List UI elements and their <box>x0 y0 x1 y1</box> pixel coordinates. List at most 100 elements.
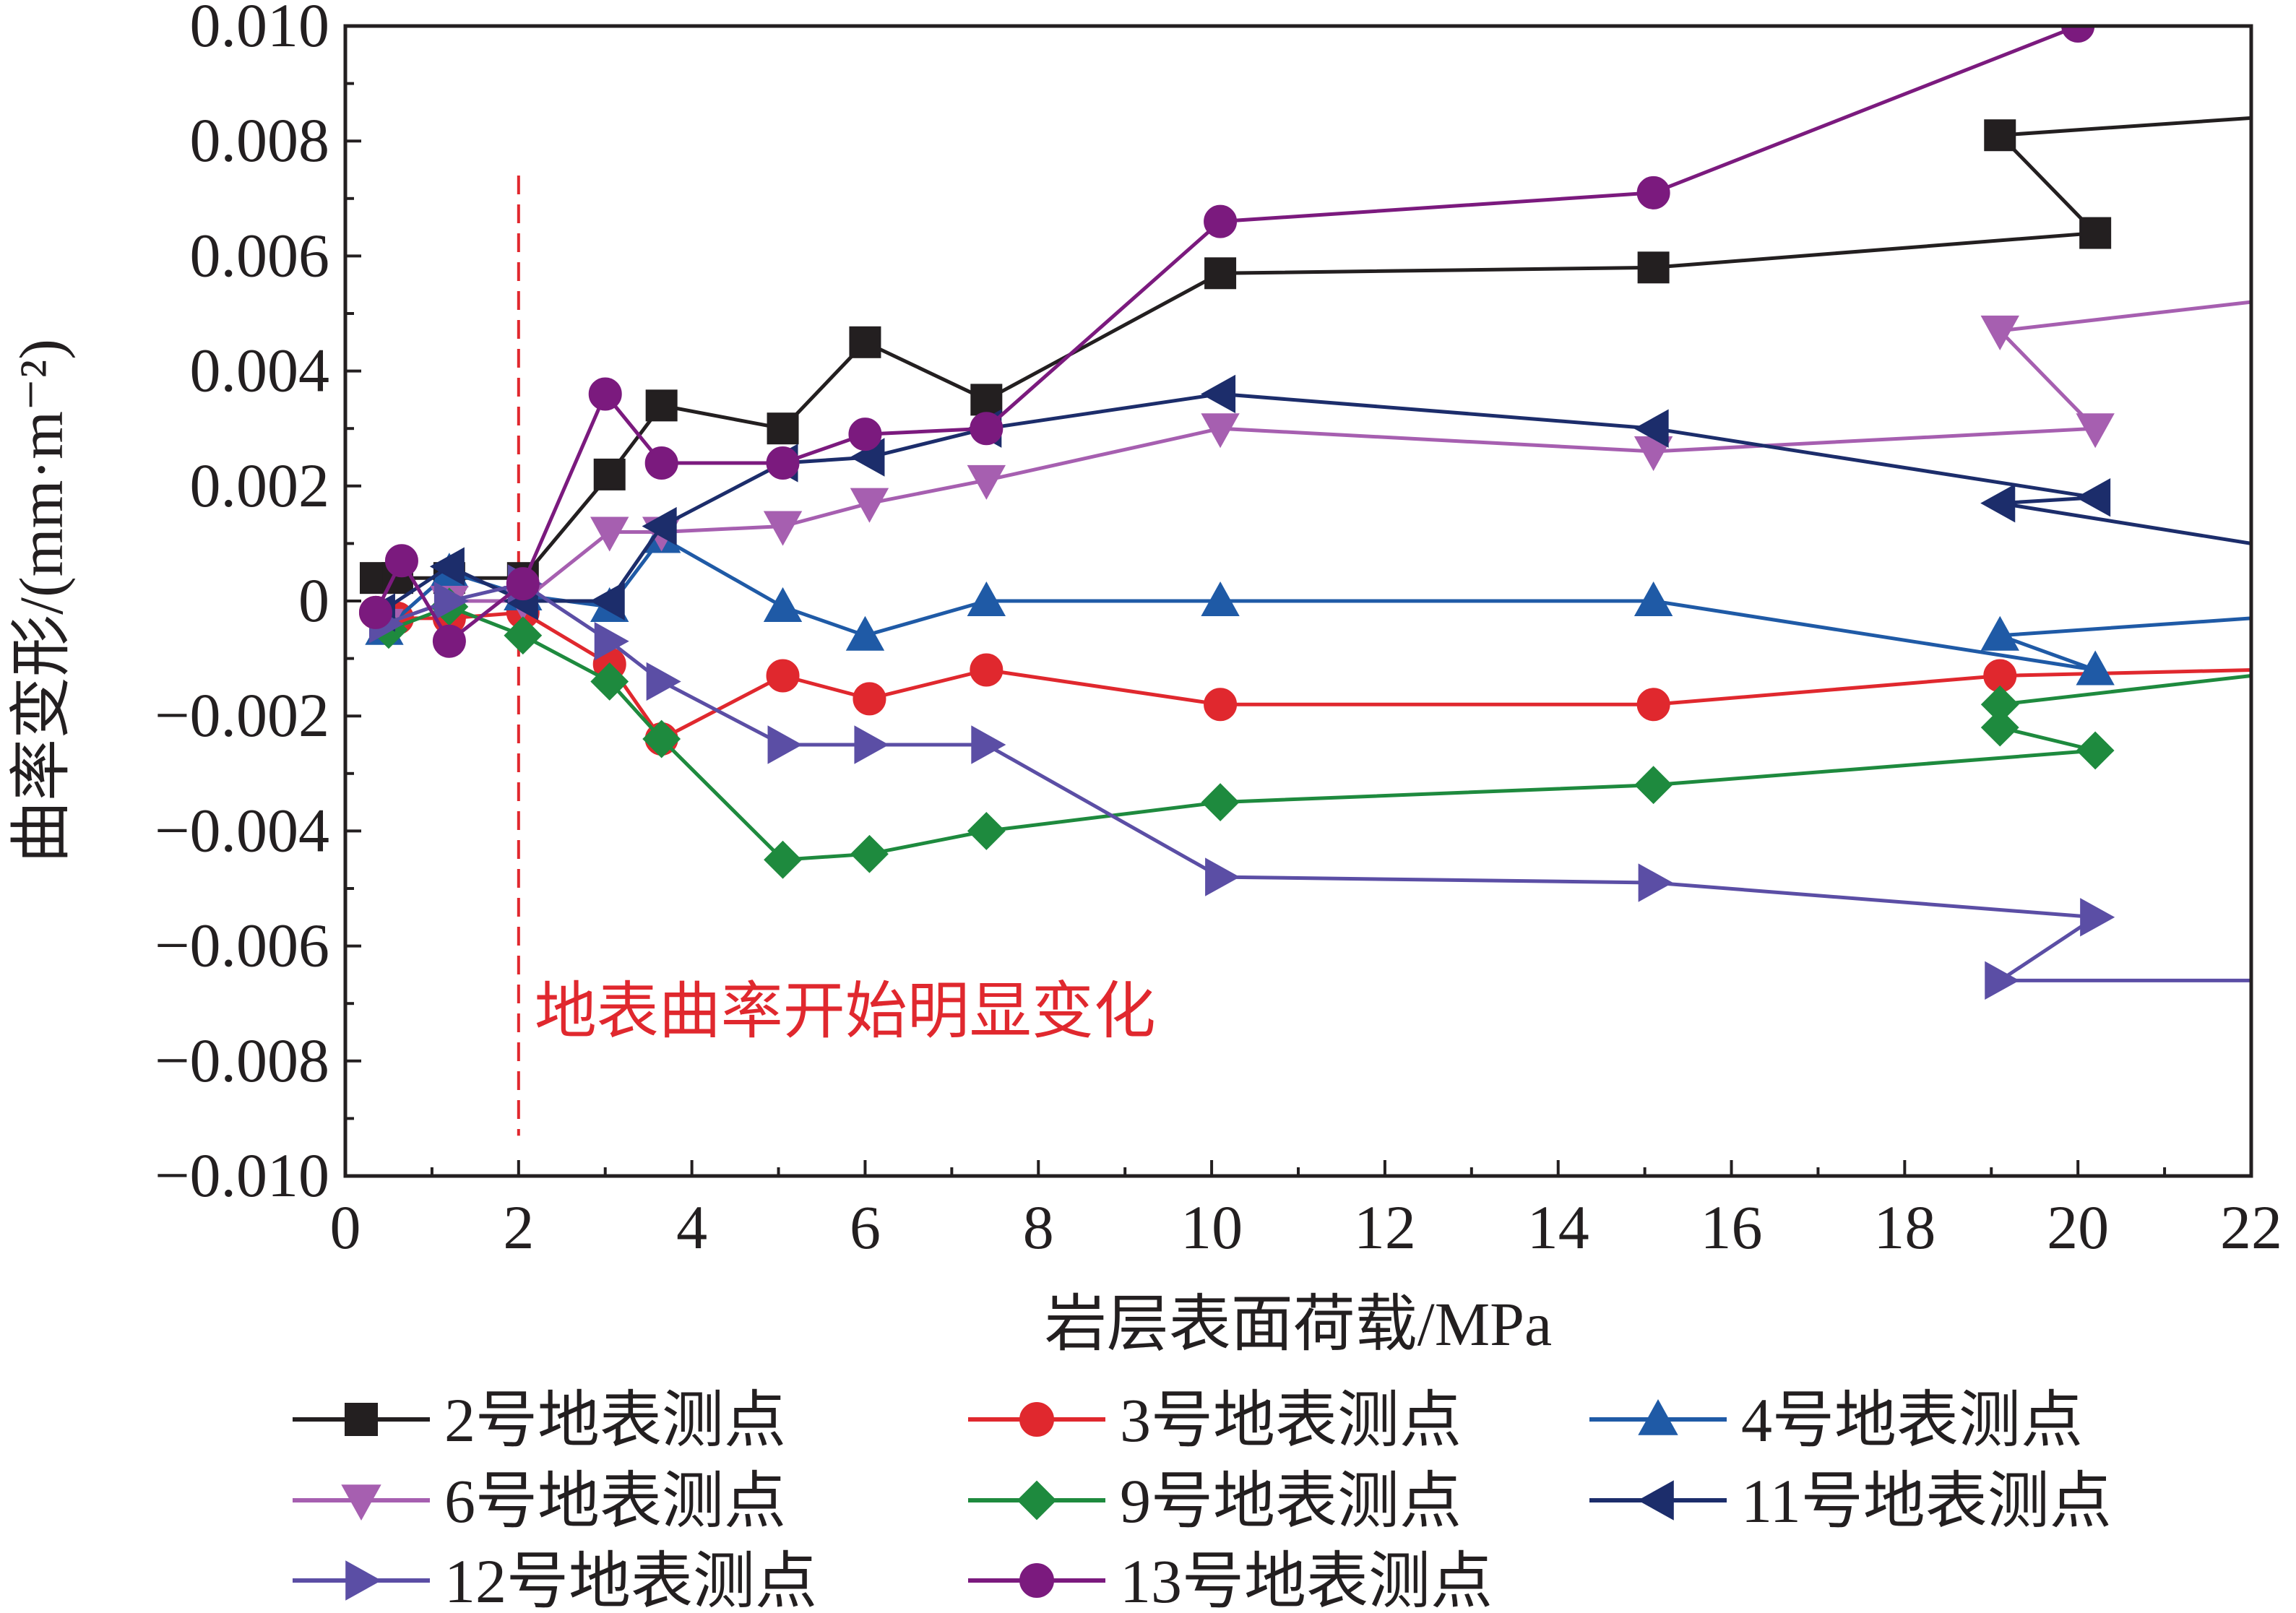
data-point-diamond <box>1017 1480 1057 1521</box>
series-line <box>379 392 2251 614</box>
legend-item: 11号地表测点 <box>1589 1466 2112 1536</box>
legend: 2号地表测点 3号地表测点 4号地表测点 6号地表测点 9号地表测点 11号地表测点 12号… <box>293 1385 2112 1613</box>
data-point-circle <box>853 682 886 716</box>
data-point-square <box>767 412 799 445</box>
data-point-circle <box>1204 204 1238 238</box>
x-tick-label: 12 <box>1354 1193 1416 1262</box>
data-point-circle <box>1019 1402 1054 1437</box>
y-tick-label: −0.008 <box>155 1026 329 1095</box>
legend-item: 9号地表测点 <box>968 1466 1462 1536</box>
data-point-triangle-right <box>854 725 889 764</box>
data-point-square <box>1984 119 2016 152</box>
data-point-square <box>593 458 626 490</box>
data-point-diamond <box>1980 685 2019 724</box>
x-tick-label: 2 <box>503 1193 534 1262</box>
y-tick-label: −0.004 <box>155 795 329 865</box>
data-point-circle <box>1636 688 1670 722</box>
threshold-annotation: 地表曲率开始明显变化 <box>535 977 1156 1046</box>
data-point-triangle-up <box>763 587 803 622</box>
series-layer <box>358 26 2251 1000</box>
data-point-square <box>849 326 881 358</box>
y-tick-label: 0.010 <box>190 0 330 60</box>
series-line <box>384 581 2251 982</box>
data-point-triangle-up <box>1980 615 2019 651</box>
series-line <box>376 116 2251 580</box>
series-1 <box>359 116 2251 594</box>
data-point-square <box>645 389 678 422</box>
data-point-triangle-up <box>967 581 1006 616</box>
data-point-triangle-right <box>345 1560 382 1601</box>
data-point-circle <box>766 659 800 693</box>
data-point-square <box>345 1403 378 1436</box>
data-point-triangle-right <box>1638 863 1673 902</box>
legend-label: 13号地表测点 <box>1120 1547 1493 1613</box>
data-point-square <box>970 384 1003 416</box>
data-point-diamond <box>1980 708 2019 747</box>
data-point-triangle-left <box>2076 478 2111 517</box>
data-point-triangle-down <box>341 1484 381 1521</box>
axis-layer: 0 2 4 6 8 10 12 14 16 18 20 22 −0.010 −0.008 −0.006 −0.… <box>155 0 2282 1262</box>
data-point-triangle-up <box>1633 581 1673 616</box>
data-point-circle <box>644 446 678 480</box>
legend-item: 2号地表测点 <box>293 1385 786 1455</box>
x-tick-label: 10 <box>1181 1193 1243 1262</box>
data-point-triangle-right <box>1985 961 2020 1000</box>
series-8 <box>358 26 2095 658</box>
x-tick-label: 16 <box>1701 1193 1763 1262</box>
legend-item: 6号地表测点 <box>293 1466 786 1536</box>
data-point-triangle-left <box>1637 1480 1674 1521</box>
y-tick-label: 0 <box>298 566 329 635</box>
data-point-circle <box>848 418 882 451</box>
data-point-diamond <box>1201 783 1240 822</box>
legend-item: 13号地表测点 <box>968 1547 1493 1613</box>
series-line <box>388 605 2251 862</box>
legend-label: 12号地表测点 <box>444 1547 817 1613</box>
x-tick-label: 20 <box>2047 1193 2109 1262</box>
series-2 <box>358 595 2251 756</box>
data-point-circle <box>2061 26 2095 43</box>
legend-label: 4号地表测点 <box>1741 1385 2083 1455</box>
series-6 <box>360 374 2251 632</box>
legend-label: 6号地表测点 <box>444 1466 786 1536</box>
data-point-circle <box>970 412 1004 446</box>
data-point-diamond <box>2076 731 2115 770</box>
y-tick-label: −0.010 <box>155 1141 329 1210</box>
data-point-square <box>1204 257 1237 290</box>
data-point-triangle-down <box>850 488 889 523</box>
data-point-diamond <box>590 662 629 701</box>
data-point-triangle-right <box>767 725 803 764</box>
data-point-circle <box>358 595 392 629</box>
data-point-triangle-left <box>429 547 465 586</box>
data-point-triangle-left <box>1980 483 2016 523</box>
data-point-triangle-down <box>763 511 803 546</box>
legend-label: 11号地表测点 <box>1741 1466 2112 1536</box>
data-point-circle <box>588 377 622 411</box>
x-tick-label: 22 <box>2220 1193 2282 1262</box>
legend-item: 4号地表测点 <box>1589 1385 2083 1455</box>
data-point-triangle-down <box>1201 413 1240 449</box>
data-point-triangle-left <box>1633 409 1669 448</box>
legend-label: 3号地表测点 <box>1120 1385 1462 1455</box>
legend-label: 2号地表测点 <box>444 1385 786 1455</box>
y-tick-label: 0.006 <box>190 220 330 290</box>
data-point-circle <box>1204 688 1238 722</box>
data-point-square <box>1637 251 1670 284</box>
series-line <box>374 26 2079 644</box>
series-line <box>383 535 2251 672</box>
y-tick-label: −0.006 <box>155 911 329 980</box>
x-axis-title: 岩层表面荷载/MPa <box>1045 1289 1552 1359</box>
data-point-triangle-down <box>2076 413 2115 449</box>
data-point-diamond <box>642 719 681 758</box>
data-point-triangle-down <box>967 464 1006 500</box>
series-5 <box>369 587 2251 879</box>
data-point-triangle-right <box>2080 898 2115 937</box>
data-point-circle <box>384 544 418 578</box>
data-point-diamond <box>504 616 543 655</box>
data-point-circle <box>1636 176 1670 209</box>
data-point-triangle-left <box>590 581 625 620</box>
x-tick-label: 14 <box>1527 1193 1589 1262</box>
data-point-triangle-right <box>594 622 629 661</box>
data-point-circle <box>432 624 466 658</box>
y-tick-label: 0.004 <box>190 336 330 405</box>
